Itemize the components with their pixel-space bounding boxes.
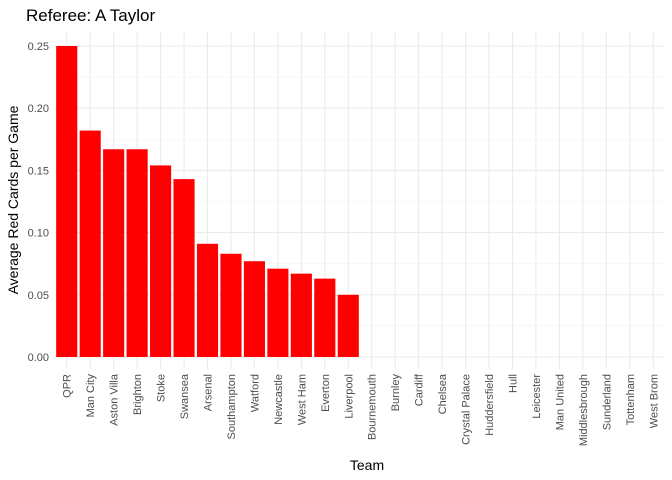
x-tick-label: Liverpool <box>343 374 355 419</box>
x-tick-label: Sunderland <box>601 374 613 430</box>
x-axis-title: Team <box>350 457 384 473</box>
x-tick-label: West Brom <box>648 374 660 428</box>
bar <box>267 268 289 357</box>
x-axis-ticks: QPR Man City Aston Villa Brighton Stoke Swans… <box>62 373 661 446</box>
x-tick-label: Swansea <box>179 373 191 419</box>
bar <box>314 278 336 357</box>
x-tick-label: Man City <box>85 374 97 418</box>
y-tick-label: 0.00 <box>28 352 49 364</box>
x-tick-label: Newcastle <box>273 374 285 425</box>
x-tick-label: Cardiff <box>414 373 426 406</box>
chart-title: Referee: A Taylor <box>26 6 155 25</box>
bar <box>79 130 101 357</box>
bar <box>56 46 78 357</box>
x-tick-label: Middlesbrough <box>578 374 590 446</box>
x-tick-label: Watford <box>249 374 261 412</box>
x-tick-label: Crystal Palace <box>461 374 473 445</box>
y-axis-title: Average Red Cards per Game <box>5 105 21 294</box>
x-tick-label: Man United <box>554 374 566 430</box>
x-tick-label: Huddersfield <box>484 374 496 436</box>
x-tick-label: Brighton <box>132 374 144 415</box>
y-tick-label: 0.20 <box>28 103 49 115</box>
x-tick-label: West Ham <box>296 374 308 425</box>
x-tick-label: Southampton <box>226 374 238 439</box>
x-tick-label: Arsenal <box>203 374 215 411</box>
x-tick-label: Stoke <box>156 374 168 402</box>
x-tick-label: Chelsea <box>437 373 449 414</box>
bar <box>196 243 219 357</box>
y-tick-label: 0.05 <box>28 290 49 302</box>
bars <box>56 46 359 357</box>
x-tick-label: Leicester <box>531 374 543 419</box>
bar <box>243 261 265 357</box>
x-tick-label: Hull <box>508 374 520 393</box>
bar <box>337 294 359 357</box>
y-tick-label: 0.15 <box>28 165 49 177</box>
y-tick-label: 0.10 <box>28 228 49 240</box>
x-tick-label: Bournemouth <box>367 374 379 440</box>
x-tick-label: Burnley <box>390 374 402 412</box>
x-tick-label: Everton <box>320 374 332 412</box>
bar <box>290 273 312 357</box>
bar <box>126 149 148 357</box>
x-tick-label: QPR <box>62 374 74 398</box>
x-tick-label: Tottenham <box>625 374 637 425</box>
bar <box>103 149 125 357</box>
bar <box>173 179 195 357</box>
x-tick-label: Aston Villa <box>109 373 121 426</box>
y-axis-ticks: 0.00 0.05 0.10 0.15 0.20 0.25 <box>28 41 49 364</box>
bar <box>150 165 172 357</box>
y-tick-label: 0.25 <box>28 41 49 53</box>
bar <box>220 253 242 357</box>
